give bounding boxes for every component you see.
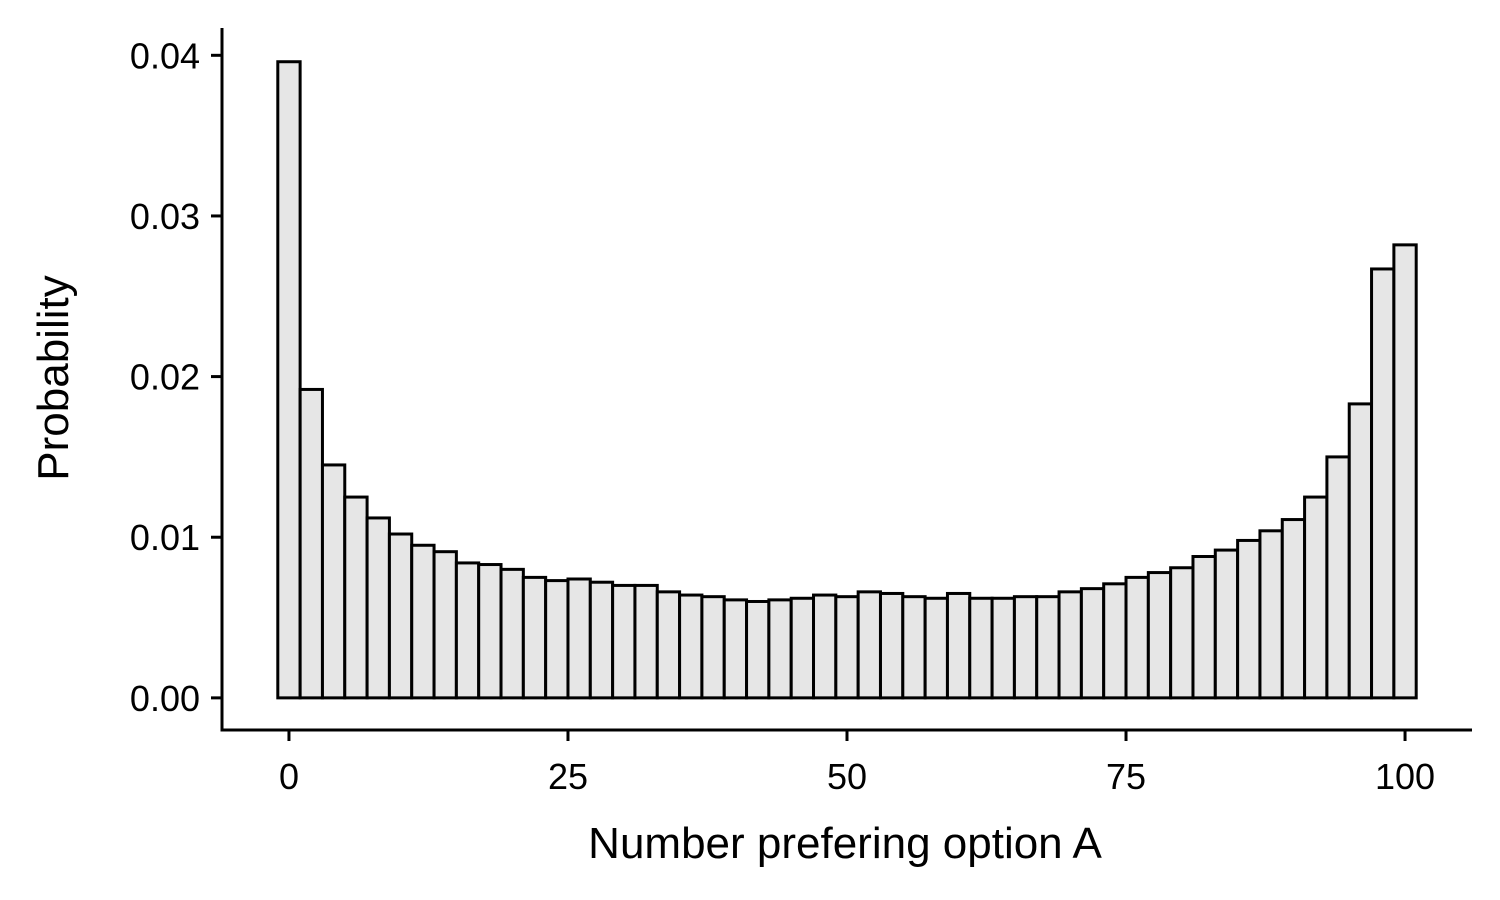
histogram-bar xyxy=(1146,571,1173,700)
histogram-bar xyxy=(1280,518,1307,700)
y-axis-title: Probability xyxy=(29,275,78,480)
histogram-bar xyxy=(1370,267,1396,700)
histogram-bar xyxy=(298,387,324,700)
histogram-bar xyxy=(1124,575,1150,700)
histogram-bar xyxy=(1213,548,1240,700)
histogram-bar xyxy=(611,583,637,700)
histogram-bar xyxy=(365,516,391,700)
y-tick-label: 0.02 xyxy=(130,357,200,398)
histogram-bar xyxy=(454,561,481,700)
histogram-bar xyxy=(499,567,525,700)
histogram-bar xyxy=(923,596,949,700)
y-tick-label: 0.03 xyxy=(130,196,200,237)
histogram-bar xyxy=(387,532,414,700)
histogram-bar xyxy=(990,596,1016,700)
histogram-bar xyxy=(1325,455,1351,700)
histogram-bar xyxy=(1012,595,1039,700)
histogram-bar xyxy=(834,595,860,700)
y-tick-label: 0.04 xyxy=(130,35,200,76)
histogram-bar xyxy=(901,595,927,700)
histogram-bar xyxy=(745,599,771,700)
histogram-bar xyxy=(812,593,838,700)
x-tick-label: 0 xyxy=(279,756,299,797)
y-ticks-group: 0.00 0.01 0.02 0.03 0.04 xyxy=(130,35,222,719)
histogram-bar xyxy=(1258,529,1284,700)
histogram-bar xyxy=(1035,595,1061,700)
histogram-bar xyxy=(1191,555,1217,700)
histogram-bar xyxy=(320,463,347,700)
histogram-bar xyxy=(878,591,905,700)
histogram-bar xyxy=(566,577,592,700)
x-tick-label: 50 xyxy=(827,756,867,797)
x-tick-label: 100 xyxy=(1375,756,1435,797)
y-tick-label: 0.01 xyxy=(130,517,200,558)
histogram-bar xyxy=(343,495,369,700)
histogram-bar xyxy=(655,590,682,700)
histogram-bar xyxy=(1347,402,1374,700)
histogram-bar xyxy=(633,583,659,700)
histogram-bar xyxy=(521,575,548,700)
histogram-bar xyxy=(276,60,302,700)
histogram-bar xyxy=(1169,566,1195,700)
x-tick-label: 25 xyxy=(548,756,588,797)
histogram-bar xyxy=(722,598,749,700)
histogram-bar xyxy=(588,580,615,700)
histogram-bar xyxy=(968,596,994,700)
histogram-bar xyxy=(767,598,793,700)
histogram-bar xyxy=(1392,243,1418,700)
histogram-bar xyxy=(477,563,503,700)
histogram-bar xyxy=(856,590,882,700)
histogram-bar xyxy=(1102,582,1128,700)
histogram-bar xyxy=(945,591,972,700)
histogram-bar xyxy=(544,579,570,700)
histogram-bar xyxy=(1236,538,1262,700)
histogram-bar xyxy=(432,550,458,700)
histogram-bar xyxy=(1303,495,1329,700)
histogram-bar xyxy=(1057,590,1083,700)
histogram-bar xyxy=(410,543,436,700)
x-tick-label: 75 xyxy=(1106,756,1146,797)
x-axis-title: Number prefering option A xyxy=(588,819,1102,868)
histogram-bar xyxy=(700,595,726,700)
x-ticks-group: 0 25 50 75 100 xyxy=(279,730,1435,797)
histogram-bar xyxy=(678,593,704,700)
histogram-bar xyxy=(789,596,816,700)
bars-group xyxy=(276,60,1418,700)
y-tick-label: 0.00 xyxy=(130,678,200,719)
histogram-bar xyxy=(1079,587,1106,700)
